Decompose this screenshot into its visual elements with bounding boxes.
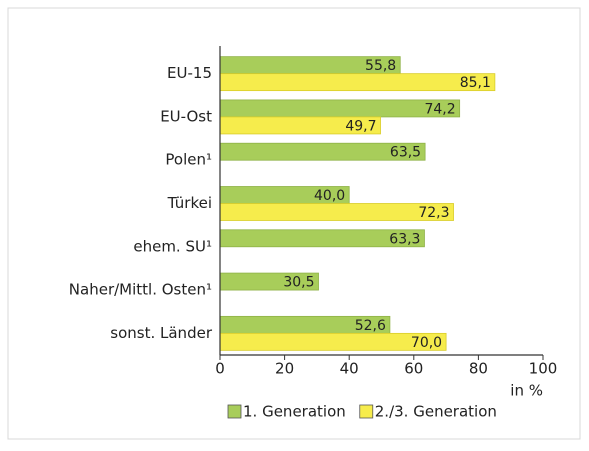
category-label: Türkei xyxy=(167,194,212,212)
legend-swatch xyxy=(227,404,242,419)
value-label: 30,5 xyxy=(283,275,314,291)
bar xyxy=(219,73,496,92)
legend-label: 2./3. Generation xyxy=(375,403,497,421)
value-label: 49,7 xyxy=(345,118,376,134)
value-label: 72,3 xyxy=(418,205,449,221)
x-axis-label: in % xyxy=(510,382,543,400)
category-label: Naher/Mittl. Osten¹ xyxy=(69,281,212,299)
value-label: 74,2 xyxy=(424,101,455,117)
x-tick-label: 40 xyxy=(340,360,359,378)
value-label: 63,5 xyxy=(390,145,421,161)
legend-label: 1. Generation xyxy=(243,403,346,421)
x-tick-label: 60 xyxy=(404,360,423,378)
x-tick-label: 0 xyxy=(215,360,225,378)
category-label: sonst. Länder xyxy=(110,324,213,342)
value-label: 55,8 xyxy=(365,58,396,74)
value-label: 85,1 xyxy=(460,75,491,91)
category-label: EU-Ost xyxy=(160,107,212,125)
value-label: 70,0 xyxy=(411,335,442,351)
value-label: 63,3 xyxy=(389,231,420,247)
x-tick-label: 20 xyxy=(275,360,294,378)
x-tick-label: 80 xyxy=(469,360,488,378)
value-label: 40,0 xyxy=(314,188,345,204)
category-label: ehem. SU¹ xyxy=(133,237,212,255)
category-label: Polen¹ xyxy=(165,151,212,169)
x-tick-label: 100 xyxy=(529,360,558,378)
value-label: 52,6 xyxy=(355,318,386,334)
category-label: EU-15 xyxy=(167,64,212,82)
legend-swatch xyxy=(359,404,374,419)
